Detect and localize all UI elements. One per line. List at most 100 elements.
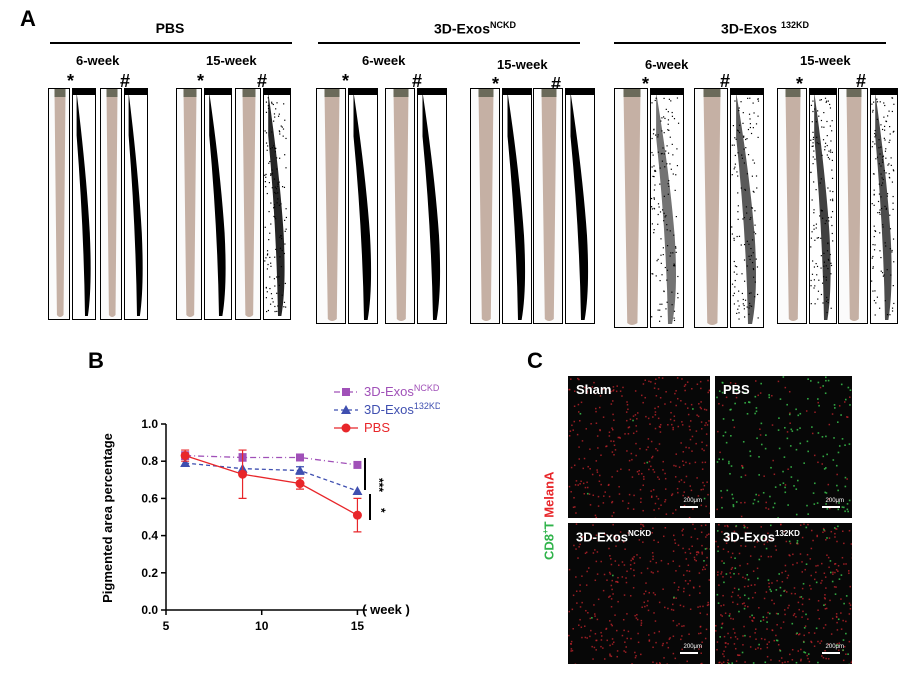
melana-signal <box>698 648 700 650</box>
melana-signal <box>647 609 650 612</box>
cd8-signal <box>752 662 755 664</box>
melana-signal <box>726 661 729 664</box>
melana-signal <box>824 530 826 532</box>
cd8-signal <box>760 620 762 622</box>
cd8-signal <box>769 495 771 498</box>
melana-signal <box>758 494 760 497</box>
melana-signal <box>849 604 852 606</box>
melana-signal <box>822 657 825 659</box>
melana-signal <box>780 627 782 629</box>
melana-signal <box>612 400 614 402</box>
melana-signal <box>773 473 776 476</box>
melana-signal <box>633 494 635 497</box>
cd8-signal <box>646 461 649 464</box>
melana-signal <box>764 638 766 641</box>
melana-signal <box>628 459 631 462</box>
melana-signal <box>627 426 630 429</box>
melana-signal <box>642 383 645 385</box>
melana-signal <box>777 644 780 646</box>
melana-signal <box>667 563 670 565</box>
melana-signal <box>835 586 837 588</box>
cd8-signal <box>741 651 744 654</box>
melana-signal <box>634 614 636 617</box>
melana-signal <box>757 394 759 397</box>
melana-signal <box>707 493 709 496</box>
cd8-signal <box>758 558 761 561</box>
melana-signal <box>705 564 708 566</box>
melana-signal <box>591 473 594 476</box>
melana-signal <box>816 534 818 537</box>
cd8-signal <box>778 447 781 450</box>
melana-signal <box>592 658 594 660</box>
melana-signal <box>685 461 687 464</box>
melana-signal <box>595 639 598 642</box>
melana-signal <box>720 496 723 499</box>
cd8-signal <box>836 421 839 423</box>
melana-signal <box>689 420 692 422</box>
melana-signal <box>720 573 722 575</box>
melana-signal <box>755 628 757 630</box>
melana-signal <box>632 587 635 589</box>
melana-signal <box>580 480 582 483</box>
melana-signal <box>636 470 639 473</box>
melana-signal <box>684 403 687 405</box>
melana-signal <box>632 558 634 560</box>
melana-signal <box>584 625 586 627</box>
melana-signal <box>613 535 616 537</box>
melana-signal <box>686 570 688 572</box>
cd8-signal <box>782 376 785 378</box>
melana-signal <box>701 568 704 571</box>
melana-signal <box>810 547 813 550</box>
melana-signal <box>735 396 738 399</box>
cd8-signal <box>802 582 805 585</box>
melana-signal <box>828 537 831 539</box>
melana-signal <box>700 387 702 390</box>
melana-signal <box>672 428 674 431</box>
melana-signal <box>622 541 625 543</box>
melana-signal <box>705 433 708 435</box>
melana-signal <box>744 501 746 504</box>
melana-signal <box>671 493 674 495</box>
melana-signal <box>640 572 643 574</box>
cd8-signal <box>825 379 827 382</box>
melana-signal <box>721 531 723 533</box>
panel-c-side-label: CD8+T MelanA <box>541 472 556 560</box>
cd8-signal <box>795 448 798 451</box>
cd8-signal <box>725 441 728 444</box>
melana-signal <box>574 484 577 486</box>
melana-signal <box>654 593 656 596</box>
melana-signal <box>670 608 673 611</box>
melana-signal <box>843 542 845 545</box>
melana-signal <box>716 508 718 511</box>
melana-signal <box>836 473 838 476</box>
cd8-signal <box>747 578 750 581</box>
melana-signal <box>572 506 575 509</box>
pigment-mask <box>204 88 232 320</box>
melana-signal <box>716 648 718 651</box>
melana-signal <box>827 643 830 645</box>
melana-signal <box>616 385 618 387</box>
melana-signal <box>700 652 702 654</box>
melana-signal <box>611 501 613 504</box>
melana-signal <box>674 657 677 660</box>
melana-signal <box>707 391 709 394</box>
melana-signal <box>820 582 822 584</box>
melana-signal <box>645 415 647 418</box>
melana-signal <box>810 574 812 577</box>
melana-signal <box>809 558 812 560</box>
melana-signal <box>572 429 574 431</box>
melana-signal <box>589 468 591 470</box>
cd8-signal <box>797 414 800 417</box>
cd8-signal <box>841 438 844 440</box>
melana-signal <box>690 489 693 492</box>
melana-signal <box>741 464 743 467</box>
melana-signal <box>609 620 611 622</box>
melana-signal <box>851 660 852 663</box>
melana-signal <box>653 632 656 634</box>
melana-signal <box>788 390 791 393</box>
melana-signal <box>730 556 732 559</box>
data-point <box>238 469 248 479</box>
melana-signal <box>615 537 618 539</box>
mark-hash: # <box>257 71 268 91</box>
melana-signal <box>724 642 727 644</box>
